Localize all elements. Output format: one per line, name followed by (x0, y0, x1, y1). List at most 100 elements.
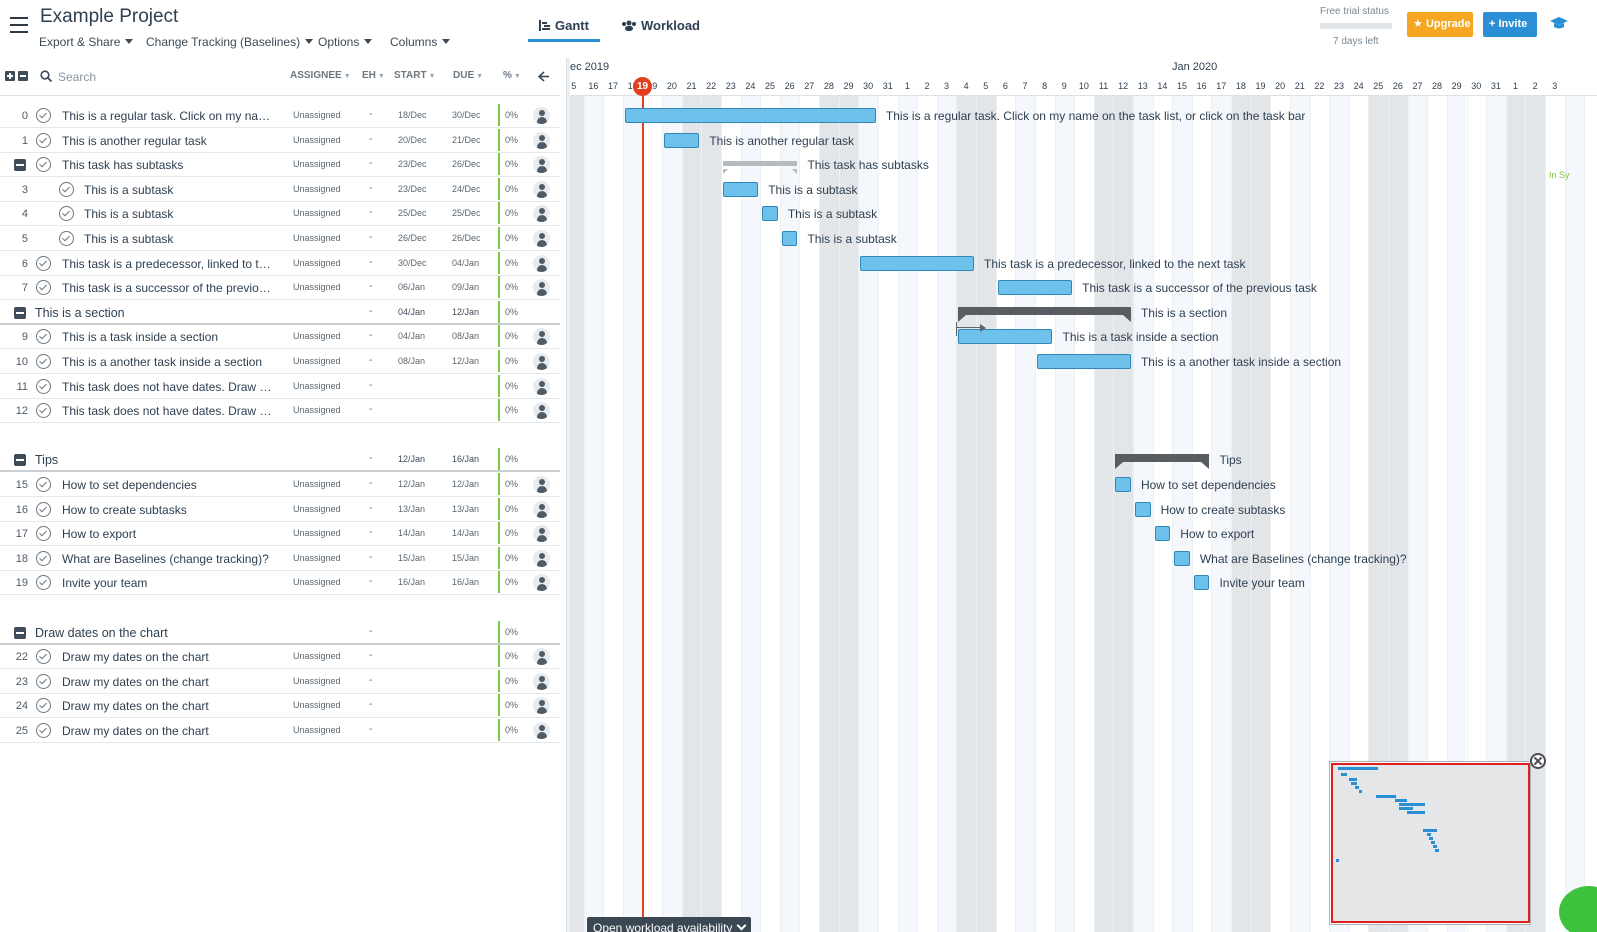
task-bar[interactable] (1115, 477, 1131, 492)
assignee-value[interactable]: Unassigned (293, 356, 341, 366)
eh-value[interactable]: - (369, 724, 373, 735)
due-date[interactable]: 08/Jan (452, 331, 480, 341)
percent-complete[interactable]: 0% (498, 276, 518, 298)
eh-value[interactable]: - (369, 626, 373, 637)
task-row[interactable]: 17 How to export Unassigned - 14/Jan 14/Jan 0% (0, 522, 560, 546)
percent-complete[interactable]: 0% (498, 252, 518, 274)
complete-checkbox-icon[interactable] (36, 256, 51, 271)
percent-complete[interactable]: 0% (498, 621, 518, 643)
close-minimap-icon[interactable] (1530, 753, 1546, 769)
assignee-value[interactable]: Unassigned (293, 184, 341, 194)
start-date[interactable]: 23/Dec (398, 159, 427, 169)
task-name[interactable]: This is a another task inside a section (62, 355, 263, 369)
assignee-value[interactable]: Unassigned (293, 110, 341, 120)
due-date[interactable]: 12/Jan (452, 479, 480, 489)
task-row[interactable]: 22 Draw my dates on the chart Unassigned - 0… (0, 645, 560, 669)
task-bar[interactable] (1036, 354, 1131, 369)
complete-checkbox-icon[interactable] (36, 551, 51, 566)
task-name[interactable]: How to export (62, 527, 137, 541)
complete-checkbox-icon[interactable] (36, 329, 51, 344)
start-date[interactable]: 08/Jan (398, 356, 426, 366)
start-date[interactable]: 25/Dec (398, 208, 427, 218)
tab-workload[interactable]: Workload (621, 18, 700, 33)
task-row[interactable]: This task has subtasks Unassigned - 23/Dec 2… (0, 153, 560, 177)
task-row[interactable]: 10 This is a another task inside a sectio… (0, 350, 560, 374)
complete-checkbox-icon[interactable] (36, 108, 51, 123)
avatar-icon[interactable] (533, 722, 550, 739)
complete-checkbox-icon[interactable] (36, 133, 51, 148)
assignee-value[interactable]: Unassigned (293, 381, 341, 391)
eh-value[interactable]: - (369, 650, 373, 661)
eh-value[interactable]: - (369, 134, 373, 145)
start-date[interactable]: 12/Jan (398, 479, 426, 489)
filter-icon[interactable]: ▼ (476, 73, 484, 80)
task-row[interactable]: 25 Draw my dates on the chart Unassigned - 0… (0, 719, 560, 743)
section-name[interactable]: Draw dates on the chart (35, 626, 168, 640)
eh-value[interactable]: - (369, 207, 373, 218)
task-name[interactable]: Draw my dates on the chart (62, 699, 209, 713)
task-row[interactable]: 23 Draw my dates on the chart Unassigned - 0… (0, 670, 560, 694)
start-date[interactable]: 15/Jan (398, 553, 426, 563)
start-date[interactable]: 04/Jan (398, 331, 426, 341)
eh-value[interactable]: - (369, 453, 373, 464)
assignee-value[interactable]: Unassigned (293, 504, 341, 514)
avatar-icon[interactable] (533, 255, 550, 272)
percent-complete[interactable]: 0% (498, 350, 518, 372)
due-column-header[interactable]: DUE ▼ (453, 70, 483, 81)
percent-complete[interactable]: 0% (498, 522, 518, 544)
complete-checkbox-icon[interactable] (36, 354, 51, 369)
avatar-icon[interactable] (533, 279, 550, 296)
task-row[interactable]: 7 This task is a successor of the previou… (0, 276, 560, 300)
filter-icon[interactable]: ▼ (428, 73, 436, 80)
percent-complete[interactable]: 0% (498, 325, 518, 347)
avatar-icon[interactable] (533, 353, 550, 370)
task-bar[interactable] (1174, 551, 1190, 566)
start-date[interactable]: 06/Jan (398, 282, 426, 292)
assignee-value[interactable]: Unassigned (293, 331, 341, 341)
task-name[interactable]: This is a subtask (84, 207, 174, 221)
complete-checkbox-icon[interactable] (36, 674, 51, 689)
percent-complete[interactable]: 0% (498, 719, 518, 741)
task-name[interactable]: This task is a successor of the previous… (62, 281, 272, 295)
task-name[interactable]: This is a subtask (84, 183, 174, 197)
assignee-value[interactable]: Unassigned (293, 700, 341, 710)
columns-menu[interactable]: Columns (390, 35, 451, 49)
due-date[interactable]: 13/Jan (452, 504, 480, 514)
assignee-value[interactable]: Unassigned (293, 405, 341, 415)
task-row[interactable]: 9 This is a task inside a section Unassign… (0, 325, 560, 349)
complete-checkbox-icon[interactable] (36, 649, 51, 664)
complete-checkbox-icon[interactable] (36, 526, 51, 541)
invite-button[interactable]: + Invite (1483, 12, 1537, 37)
eh-value[interactable]: - (369, 330, 373, 341)
avatar-icon[interactable] (533, 648, 550, 665)
eh-value[interactable]: - (369, 281, 373, 292)
start-date[interactable]: 12/Jan (398, 454, 426, 464)
start-date[interactable]: 13/Jan (398, 504, 426, 514)
grid-splitter[interactable] (566, 58, 570, 932)
avatar-icon[interactable] (533, 525, 550, 542)
complete-checkbox-icon[interactable] (36, 502, 51, 517)
avatar-icon[interactable] (533, 132, 550, 149)
task-row[interactable]: 1 This is another regular task Unassigned -… (0, 129, 560, 153)
task-name[interactable]: This task does not have dates. Draw my d… (62, 404, 272, 418)
due-date[interactable]: 16/Jan (452, 577, 480, 587)
eh-value[interactable]: - (369, 158, 373, 169)
percent-complete[interactable]: 0% (498, 375, 518, 397)
avatar-icon[interactable] (533, 697, 550, 714)
task-bar[interactable] (624, 108, 876, 123)
upgrade-button[interactable]: ★ Upgrade (1407, 12, 1473, 37)
task-name[interactable]: Draw my dates on the chart (62, 724, 209, 738)
complete-checkbox-icon[interactable] (36, 698, 51, 713)
assignee-value[interactable]: Unassigned (293, 725, 341, 735)
percent-complete[interactable]: 0% (498, 547, 518, 569)
task-name[interactable]: Draw my dates on the chart (62, 675, 209, 689)
assignee-value[interactable]: Unassigned (293, 553, 341, 563)
options-menu[interactable]: Options (318, 35, 373, 49)
avatar-icon[interactable] (533, 550, 550, 567)
task-bar[interactable] (762, 206, 778, 221)
assignee-value[interactable]: Unassigned (293, 258, 341, 268)
eh-value[interactable]: - (369, 552, 373, 563)
task-bar[interactable] (958, 329, 1053, 344)
assignee-value[interactable]: Unassigned (293, 528, 341, 538)
section-row[interactable]: This is a section - 04/Jan 12/Jan 0% (0, 301, 560, 325)
